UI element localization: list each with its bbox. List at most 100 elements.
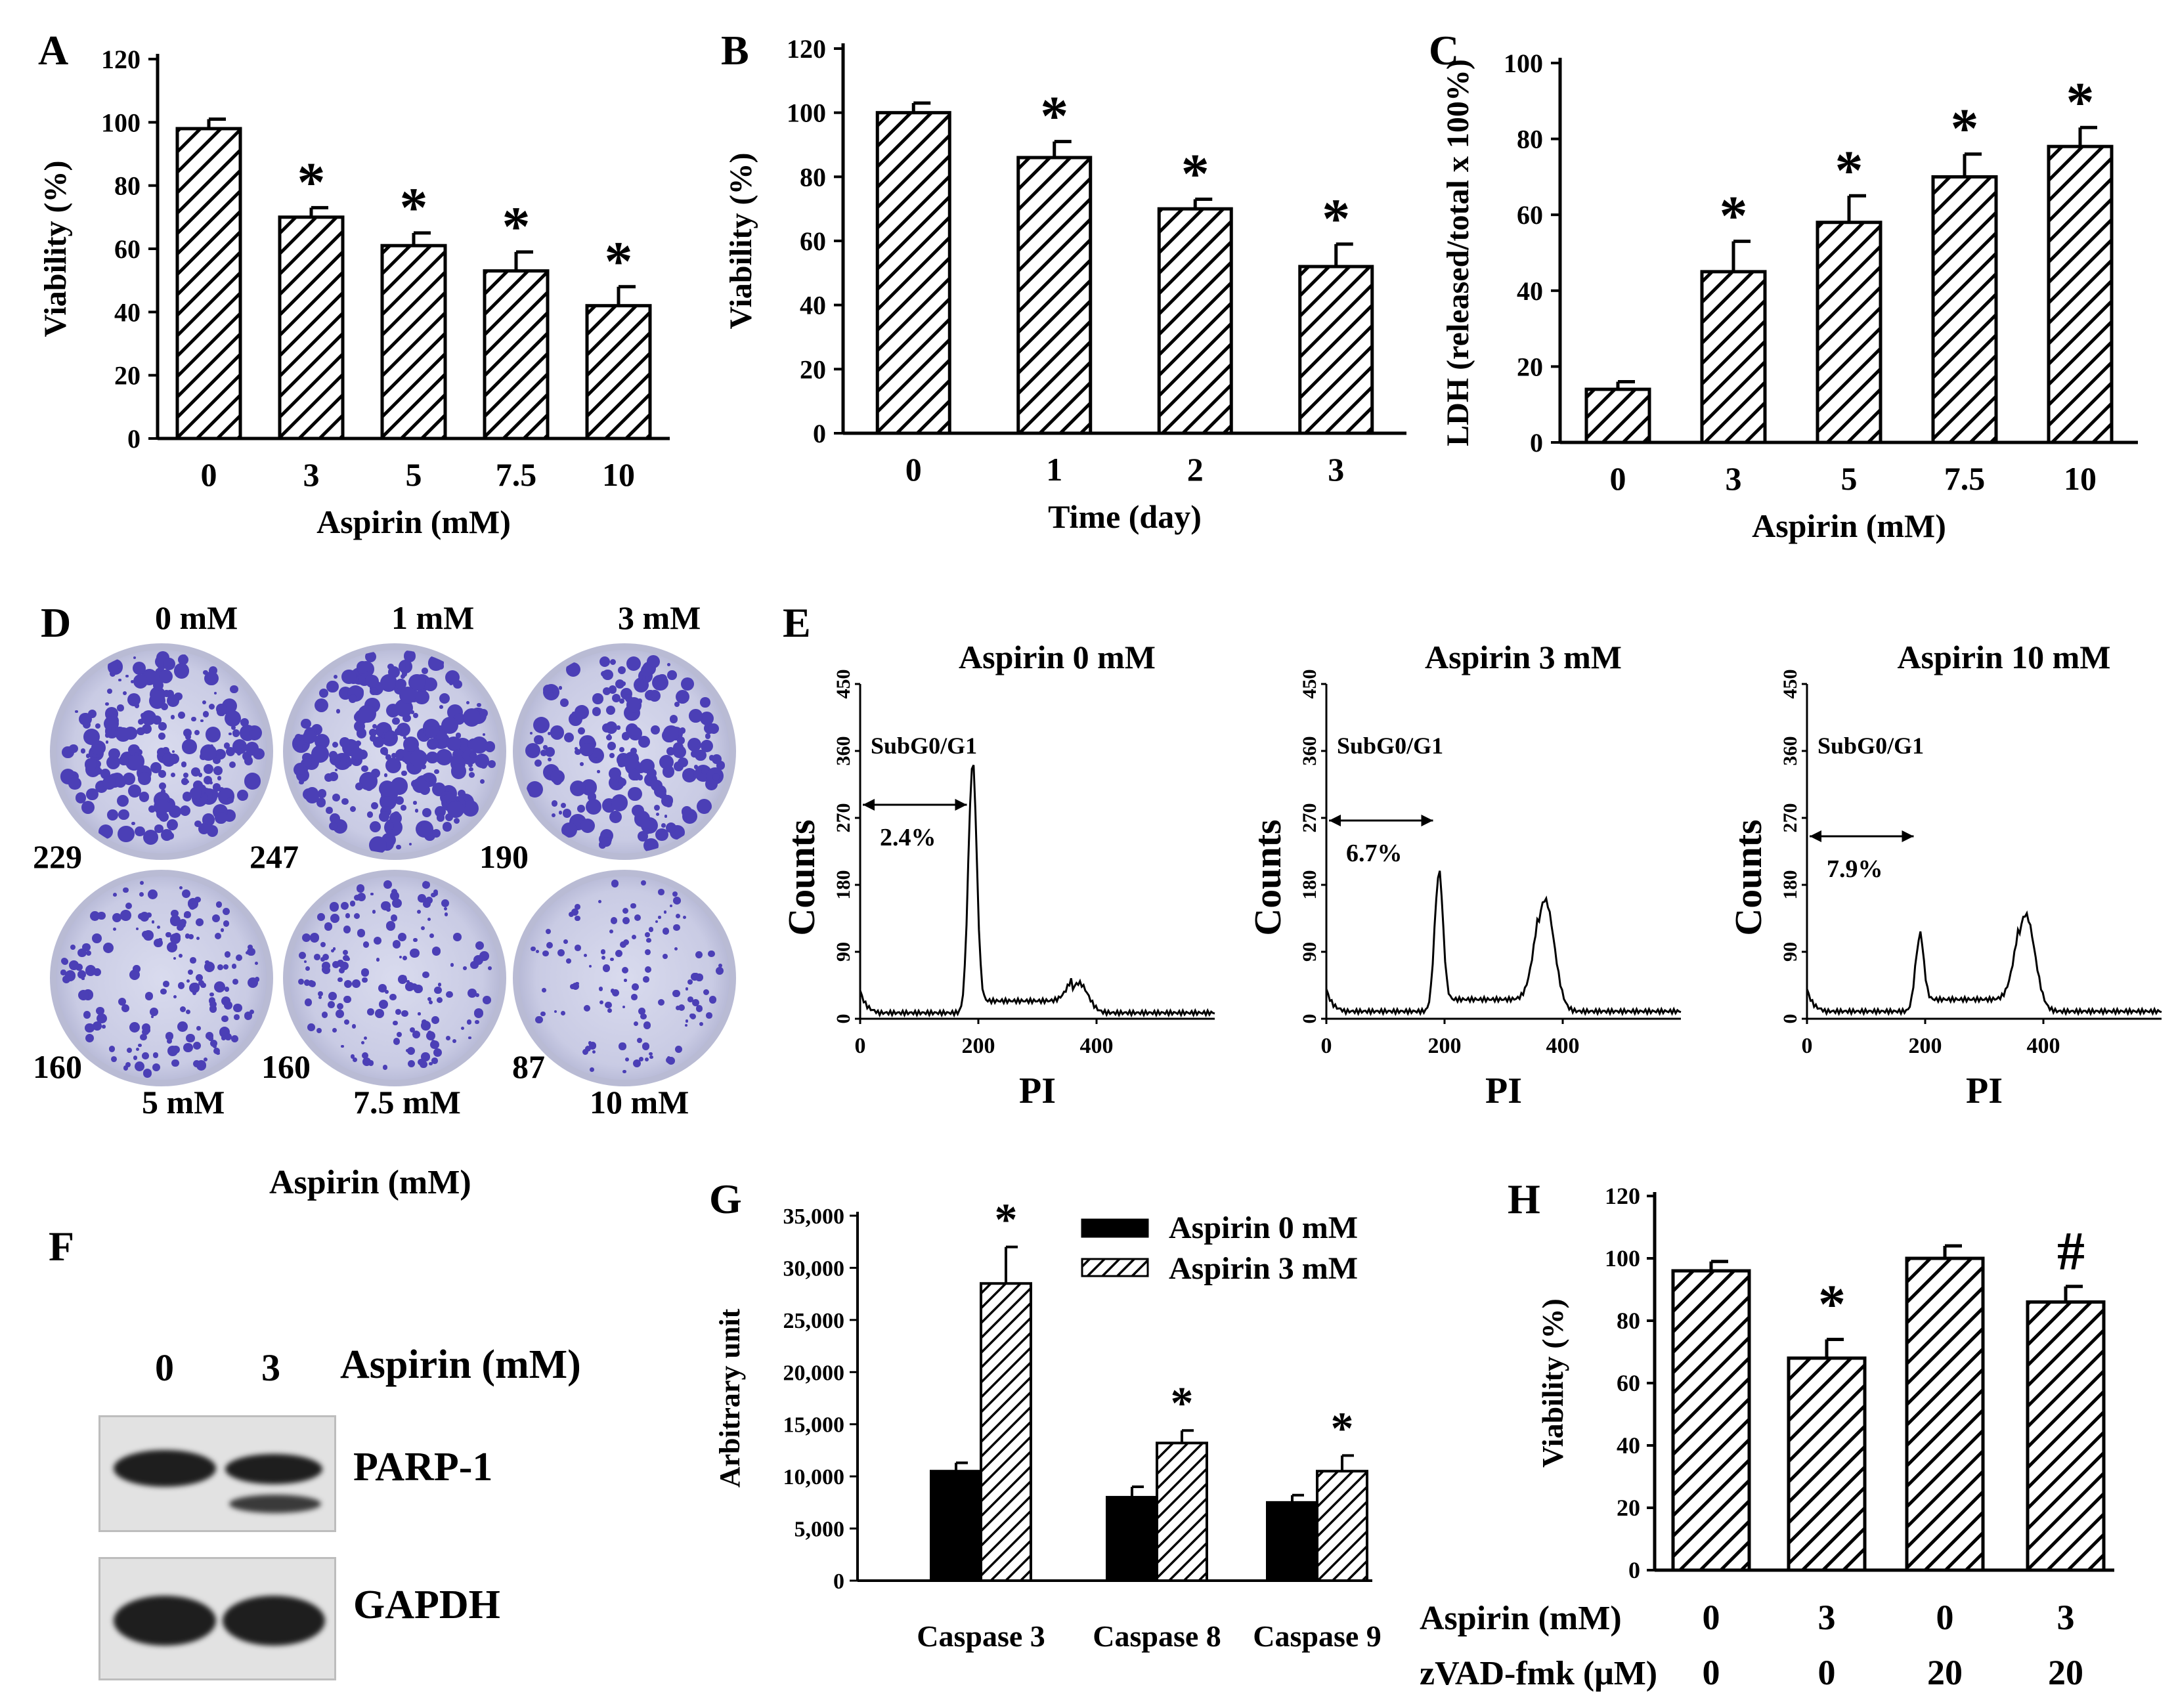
colony-dot: [619, 1042, 626, 1050]
colony-dot: [443, 907, 447, 910]
colony-dot: [392, 780, 396, 784]
colony-dot: [107, 809, 118, 821]
colony-dot: [81, 748, 86, 754]
colony-dot: [580, 742, 594, 757]
colony-dot: [220, 928, 225, 933]
colony-dot: [450, 963, 454, 967]
colony-dot: [434, 986, 442, 994]
colony-dot: [601, 956, 606, 960]
colony-dot: [422, 880, 430, 889]
colony-dot: [333, 674, 337, 679]
colony-dot: [644, 1057, 649, 1062]
colony-dot: [599, 656, 611, 668]
colony-dot: [240, 717, 250, 727]
colony-dot: [368, 1060, 374, 1067]
colony-dot: [129, 1022, 141, 1033]
colony-dot: [403, 736, 406, 739]
colony-dot: [372, 910, 376, 914]
colony-dot: [580, 819, 596, 834]
y-tick-label: 450: [833, 670, 854, 699]
subg-label: SubG0/G1: [1817, 733, 1924, 759]
significance-marker: *: [605, 230, 633, 293]
colony-dot: [351, 748, 364, 761]
colony-dot: [332, 960, 339, 968]
colony-dot: [209, 1005, 217, 1013]
colony-dot: [531, 946, 536, 952]
colony-dot: [173, 994, 177, 998]
colony-dot: [607, 1008, 612, 1014]
colony-dot: [343, 1019, 349, 1025]
colony-dot: [338, 968, 345, 974]
colony-dot: [158, 721, 167, 731]
western-lane-0: 0: [155, 1346, 174, 1389]
colony-dot: [332, 947, 336, 950]
significance-marker: *: [1835, 139, 1863, 202]
colony-dot: [141, 710, 156, 726]
colony-dot: [681, 677, 694, 691]
colony-dot: [708, 996, 717, 1004]
colony-dot: [700, 697, 710, 708]
colony-dot: [332, 742, 339, 748]
y-tick-label: 60: [800, 226, 826, 256]
colony-dot: [108, 1046, 116, 1052]
colony-dot: [610, 917, 618, 924]
colony-dot: [83, 1011, 91, 1019]
colony-dot: [669, 904, 673, 908]
colony-dot: [421, 1052, 430, 1061]
colony-dot: [198, 772, 203, 777]
colony-dot: [82, 943, 91, 952]
colony-dot: [370, 892, 374, 896]
colony-dot: [433, 889, 439, 895]
colony-dot: [664, 814, 668, 818]
colony-dot: [139, 912, 150, 922]
colony-dot: [81, 977, 85, 981]
colony-dot: [712, 773, 720, 780]
y-tick-label: 80: [1617, 1308, 1640, 1334]
bar: [1584, 387, 1651, 444]
colony-dot: [295, 744, 299, 748]
colony-dot: [637, 1037, 643, 1043]
y-tick-label: 270: [833, 803, 854, 833]
colony-dot: [651, 725, 661, 735]
colony-dot: [610, 957, 614, 961]
colony-dot: [232, 729, 240, 737]
colony-dot: [426, 751, 439, 764]
colony-dot: [383, 880, 393, 889]
colony-dot: [608, 685, 617, 694]
colony-dot: [152, 1063, 161, 1072]
y-tick-label: 360: [833, 737, 854, 766]
colony-dot: [703, 989, 710, 995]
colony-dot: [428, 655, 444, 671]
colony-dot: [341, 798, 349, 805]
x-axis-label: Aspirin (mM): [316, 503, 511, 540]
colony-dot: [666, 746, 675, 756]
colony-dot: [213, 765, 223, 776]
colony-dot: [185, 733, 192, 740]
colony-dot: [342, 949, 349, 956]
colony-count: 247: [250, 838, 299, 875]
colony-dot: [422, 668, 428, 674]
colony-dot: [604, 1001, 612, 1009]
colony-dot: [666, 822, 677, 834]
colony-dot: [619, 941, 626, 949]
colony-dot: [357, 892, 366, 901]
colony-dot: [154, 938, 163, 948]
x-axis-label: PI: [1019, 1071, 1056, 1111]
colony-dot: [384, 990, 389, 994]
subg-label: SubG0/G1: [871, 733, 977, 759]
histogram-curve: [859, 764, 1215, 1018]
colony-dot: [582, 1049, 589, 1056]
y-tick-label: 90: [833, 942, 854, 962]
y-tick-label: 120: [101, 45, 141, 74]
bar: [380, 244, 447, 440]
colony-dot: [621, 967, 629, 974]
colony-dot: [181, 761, 187, 767]
bar: [483, 269, 550, 440]
colony-dot: [114, 777, 126, 788]
bar: [2026, 1300, 2106, 1572]
colony-dot: [393, 1038, 401, 1045]
colony-dot: [649, 1055, 653, 1059]
row2-value: 20: [1927, 1653, 1963, 1692]
colony-label-0mm: 0 mM: [155, 599, 238, 636]
colony-dot: [302, 729, 317, 744]
